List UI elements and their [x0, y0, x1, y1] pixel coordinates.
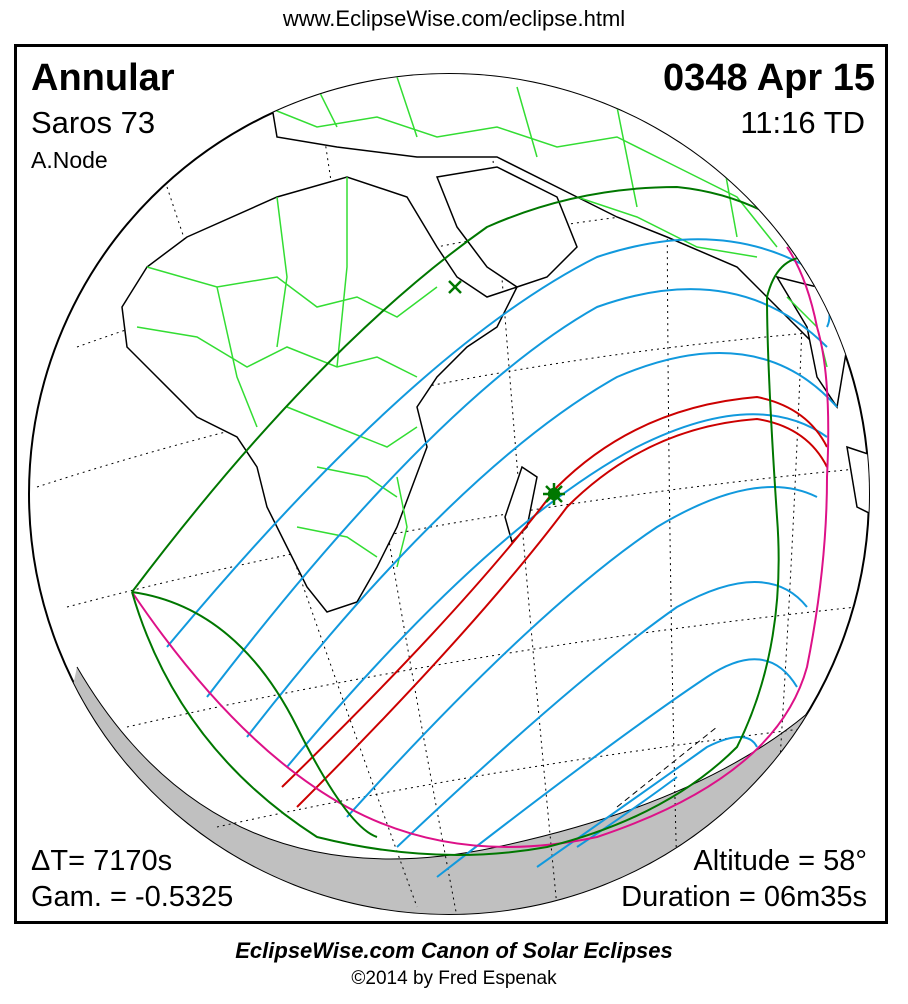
penumbra-outer-loop	[131, 256, 808, 856]
saros-number: Saros 73	[31, 105, 156, 140]
eclipse-type: Annular	[31, 57, 175, 99]
globe-map	[28, 73, 870, 915]
central-path-limits	[281, 395, 828, 808]
canon-title: EclipseWise.com Canon of Solar Eclipses	[235, 938, 673, 963]
eclipse-date: 0348 Apr 15	[663, 57, 875, 99]
duration-value: Duration = 06m35s	[621, 881, 867, 913]
borneo-landmass	[846, 445, 869, 519]
rise-set-curve	[131, 246, 830, 848]
copyright-notice: ©2014 by Fred Espenak	[351, 968, 557, 989]
eclipse-map-frame: Annular Saros 73 A.Node 0348 Apr 15 11:1…	[14, 44, 888, 924]
x-icon	[448, 280, 462, 294]
eclipse-time: 11:16 TD	[740, 105, 865, 140]
asterisk-icon	[543, 483, 565, 505]
limit-guide-dashed	[616, 726, 718, 808]
central-path-south-limit	[296, 417, 828, 808]
node-label: A.Node	[31, 147, 108, 173]
penumbra-south-loop	[131, 591, 378, 838]
central-path-north-limit	[281, 395, 828, 788]
site-url[interactable]: www.EclipseWise.com/eclipse.html	[282, 6, 626, 31]
gamma-value: Gam. = -0.5325	[31, 881, 234, 913]
altitude-value: Altitude = 58°	[693, 845, 867, 877]
delta-t-value: ΔT= 7170s	[31, 845, 173, 877]
